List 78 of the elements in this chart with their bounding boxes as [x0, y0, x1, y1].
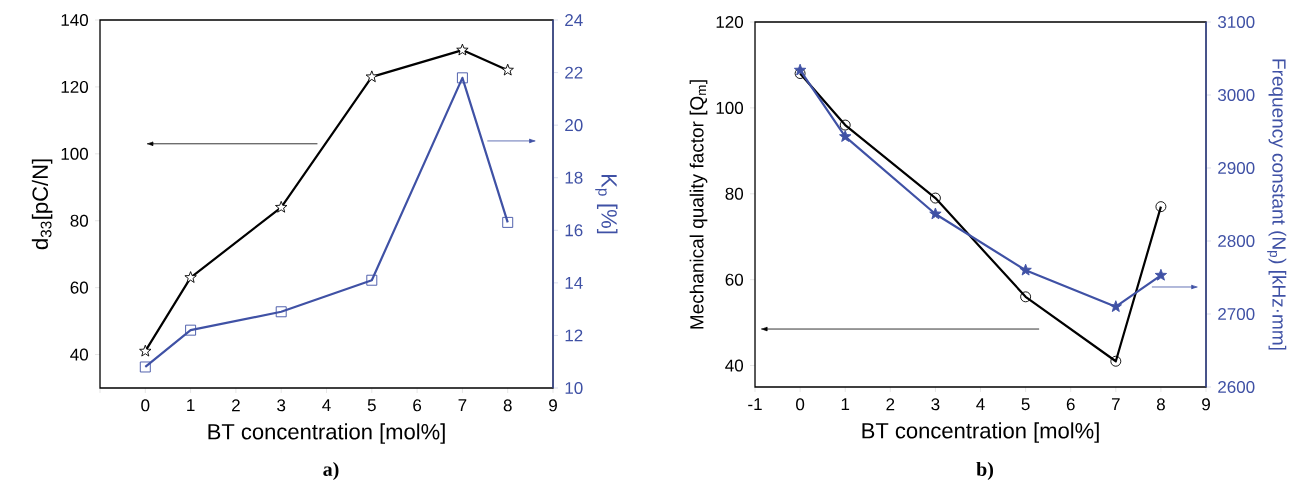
x-tick-label: 6 [1066, 398, 1075, 411]
x-tick-label: 8 [1156, 398, 1165, 411]
y-tick-label: 60 [725, 273, 744, 286]
point [366, 274, 378, 286]
y-tick-label: 120 [61, 80, 89, 93]
point [275, 306, 287, 318]
x-tick-label: 5 [1021, 398, 1030, 411]
y-tick-label: 80 [70, 214, 89, 227]
point [456, 43, 469, 56]
y2-axis-title: Frequency constant (N$_{p}$) [kHz·mm] [1267, 59, 1287, 350]
point [1110, 355, 1122, 367]
x-tick-label: 6 [413, 399, 422, 412]
x-tick-label: 2 [232, 399, 240, 412]
y-axis-title: Mechanical quality factor [Q$_{m}$] [689, 80, 708, 329]
x-tick-label: 0 [796, 398, 805, 411]
point [275, 200, 288, 213]
x-tick-label: 5 [367, 399, 376, 412]
point [501, 63, 514, 76]
text: b) [976, 461, 994, 481]
point [1154, 268, 1168, 281]
point [185, 324, 197, 336]
x-tick-label: 4 [976, 398, 985, 411]
point [139, 361, 151, 373]
point [1020, 291, 1032, 303]
x-tick-label: -1 [748, 398, 762, 411]
point [929, 207, 942, 220]
y2-tick-label: 2700 [1218, 307, 1255, 321]
point [139, 344, 152, 357]
point [365, 70, 378, 83]
point [1109, 300, 1122, 313]
x-tick-label: 8 [503, 399, 512, 412]
point [794, 68, 806, 79]
x-tick-label: 9 [1202, 398, 1210, 411]
point [839, 119, 851, 131]
point [839, 130, 852, 142]
y2-tick-label: 18 [565, 171, 583, 184]
y-tick-label: 40 [725, 359, 744, 372]
y2-tick-label: 3100 [1217, 15, 1255, 29]
x-tick-label: 0 [141, 399, 150, 412]
point [793, 63, 807, 76]
x-axis-title: BT concentration [mol%] [862, 422, 1099, 443]
point [456, 72, 468, 84]
y2-tick-label: 2600 [1218, 380, 1255, 394]
y2-tick-label: 16 [565, 224, 583, 237]
y2-tick-label: 22 [565, 66, 583, 79]
y2-tick-label: 14 [565, 277, 583, 289]
y2-axis-title: K$_{p}$ [%] [595, 174, 618, 234]
y-tick-label: 140 [61, 13, 89, 27]
y2-tick-label: 20 [565, 119, 583, 132]
point [1019, 263, 1032, 276]
x-tick-label: 7 [458, 399, 467, 412]
y-tick-label: 40 [70, 348, 89, 361]
y2-tick-label: 2800 [1218, 234, 1255, 248]
y-tick-label: 100 [61, 147, 89, 160]
x-tick-label: 3 [277, 399, 286, 412]
y2-tick-label: 12 [565, 329, 583, 342]
x-axis-title: BT concentration [mol%] [208, 423, 445, 444]
y-axis-title: d$_{33}$[pC/N] [31, 159, 53, 250]
point [1155, 201, 1167, 213]
x-tick-label: 4 [322, 399, 331, 412]
x-tick-label: 3 [931, 398, 940, 411]
y2-tick-label: 24 [565, 14, 583, 26]
point [502, 216, 514, 228]
y-tick-label: 60 [70, 281, 89, 294]
point [184, 271, 197, 283]
y-tick-label: 120 [716, 15, 744, 29]
x-tick-label: 2 [886, 398, 895, 411]
y2-tick-label: 2900 [1218, 161, 1255, 175]
point [929, 192, 941, 204]
x-tick-label: 9 [549, 399, 557, 412]
y-tick-label: 100 [716, 101, 744, 114]
y-tick-label: 80 [725, 187, 744, 200]
text: a) [323, 461, 339, 481]
x-tick-label: 1 [841, 398, 850, 411]
y2-tick-label: 10 [565, 381, 583, 395]
x-tick-label: 1 [187, 399, 195, 412]
x-tick-label: 7 [1111, 398, 1120, 411]
y2-tick-label: 3000 [1217, 88, 1255, 102]
